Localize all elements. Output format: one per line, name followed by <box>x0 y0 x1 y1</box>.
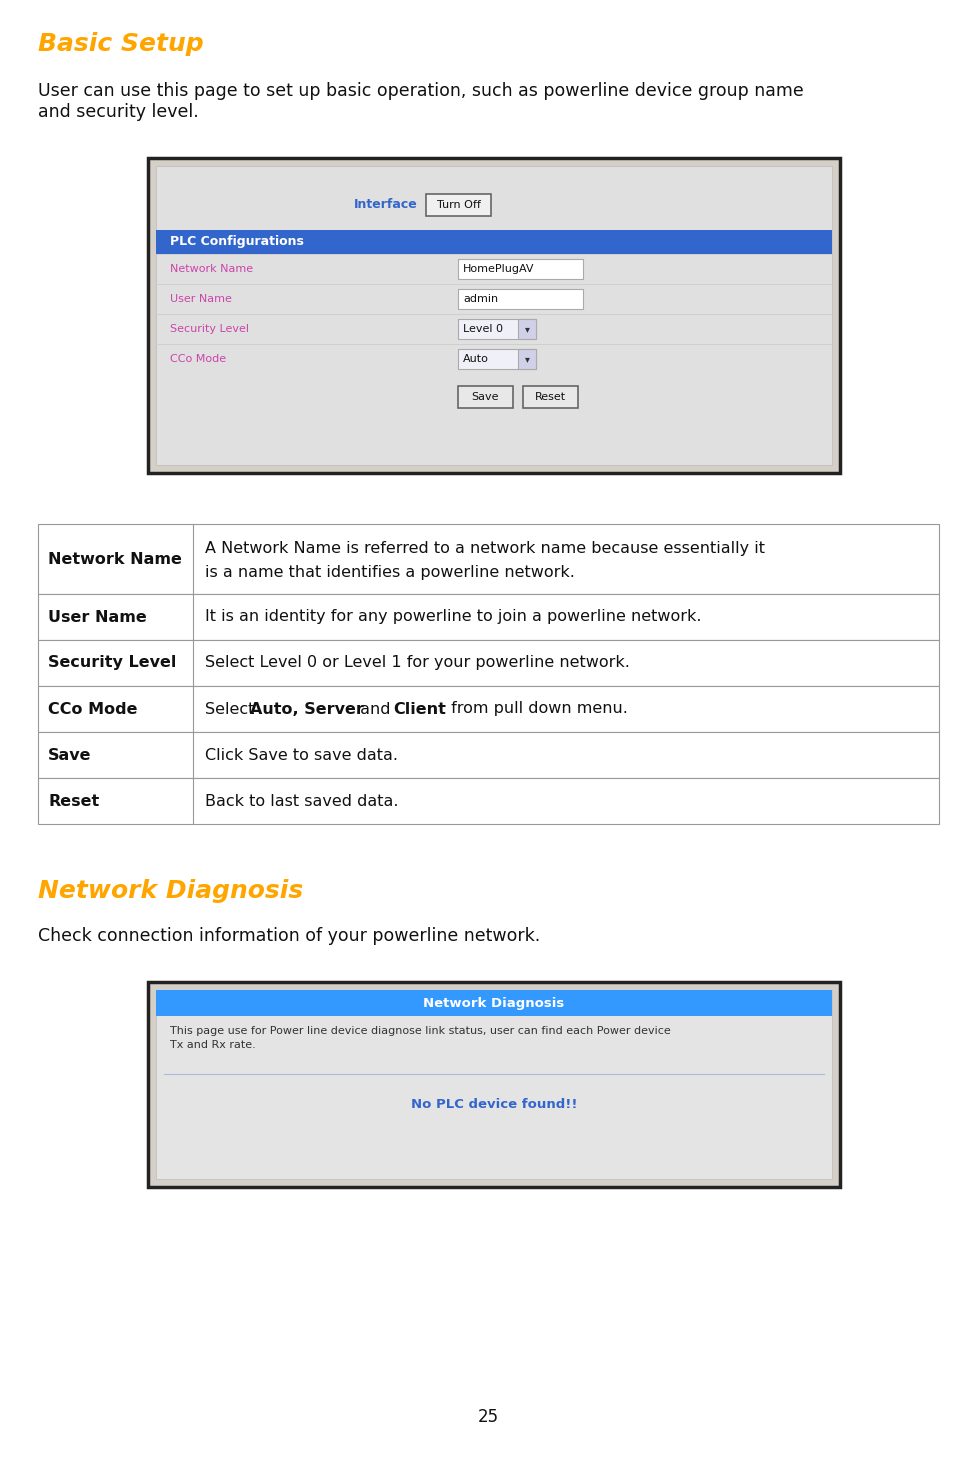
Text: CCo Mode: CCo Mode <box>48 702 138 716</box>
Text: from pull down menu.: from pull down menu. <box>446 702 628 716</box>
Text: User Name: User Name <box>48 610 147 624</box>
Text: Basic Setup: Basic Setup <box>38 32 203 56</box>
Text: Security Level: Security Level <box>170 325 249 333</box>
Text: Auto: Auto <box>463 354 488 364</box>
Bar <box>458 349 536 368</box>
Text: Click Save to save data.: Click Save to save data. <box>205 747 398 763</box>
Text: Auto, Server: Auto, Server <box>250 702 363 716</box>
Text: Network Name: Network Name <box>48 551 182 566</box>
Text: User Name: User Name <box>170 294 232 304</box>
Bar <box>458 319 536 339</box>
Bar <box>156 167 832 465</box>
Text: Level 0: Level 0 <box>463 325 503 333</box>
Text: Reset: Reset <box>48 794 100 808</box>
Text: 25: 25 <box>478 1408 499 1425</box>
Text: Check connection information of your powerline network.: Check connection information of your pow… <box>38 927 540 944</box>
Text: It is an identity for any powerline to join a powerline network.: It is an identity for any powerline to j… <box>205 610 701 624</box>
Text: Interface: Interface <box>355 199 418 212</box>
Text: PLC Configurations: PLC Configurations <box>170 235 304 249</box>
Text: No PLC device found!!: No PLC device found!! <box>410 1098 577 1111</box>
Bar <box>38 640 939 686</box>
Bar <box>458 259 583 279</box>
Bar <box>523 386 578 408</box>
Text: Select: Select <box>205 702 260 716</box>
Text: ▾: ▾ <box>525 354 530 364</box>
Bar <box>518 349 536 368</box>
Text: Network Name: Network Name <box>170 265 253 273</box>
Text: User can use this page to set up basic operation, such as powerline device group: User can use this page to set up basic o… <box>38 82 804 121</box>
Text: Network Diagnosis: Network Diagnosis <box>38 879 303 904</box>
Bar <box>458 386 513 408</box>
Text: is a name that identifies a powerline network.: is a name that identifies a powerline ne… <box>205 566 574 580</box>
Text: HomePlugAV: HomePlugAV <box>463 265 534 273</box>
Text: Save: Save <box>48 747 92 763</box>
Text: and: and <box>355 702 396 716</box>
Text: This page use for Power line device diagnose link status, user can find each Pow: This page use for Power line device diag… <box>170 1026 671 1050</box>
Bar <box>518 319 536 339</box>
Text: Security Level: Security Level <box>48 655 177 671</box>
Text: Turn Off: Turn Off <box>437 200 481 211</box>
Bar <box>38 686 939 732</box>
Text: Reset: Reset <box>535 392 566 402</box>
Text: Client: Client <box>393 702 446 716</box>
Text: CCo Mode: CCo Mode <box>170 354 226 364</box>
Bar <box>156 990 832 1178</box>
Text: Back to last saved data.: Back to last saved data. <box>205 794 399 808</box>
Text: ▾: ▾ <box>525 325 530 333</box>
Text: Network Diagnosis: Network Diagnosis <box>423 997 565 1009</box>
Bar <box>148 158 840 474</box>
Bar <box>156 990 832 1016</box>
Text: admin: admin <box>463 294 498 304</box>
Text: A Network Name is referred to a network name because essentially it: A Network Name is referred to a network … <box>205 541 765 557</box>
Bar <box>38 732 939 778</box>
Bar <box>38 594 939 640</box>
Bar <box>426 194 491 216</box>
Text: Save: Save <box>472 392 499 402</box>
Bar <box>38 523 939 594</box>
Bar <box>458 289 583 308</box>
Bar <box>148 982 840 1187</box>
Bar <box>38 778 939 825</box>
Text: Select Level 0 or Level 1 for your powerline network.: Select Level 0 or Level 1 for your power… <box>205 655 630 671</box>
Bar <box>156 230 832 254</box>
